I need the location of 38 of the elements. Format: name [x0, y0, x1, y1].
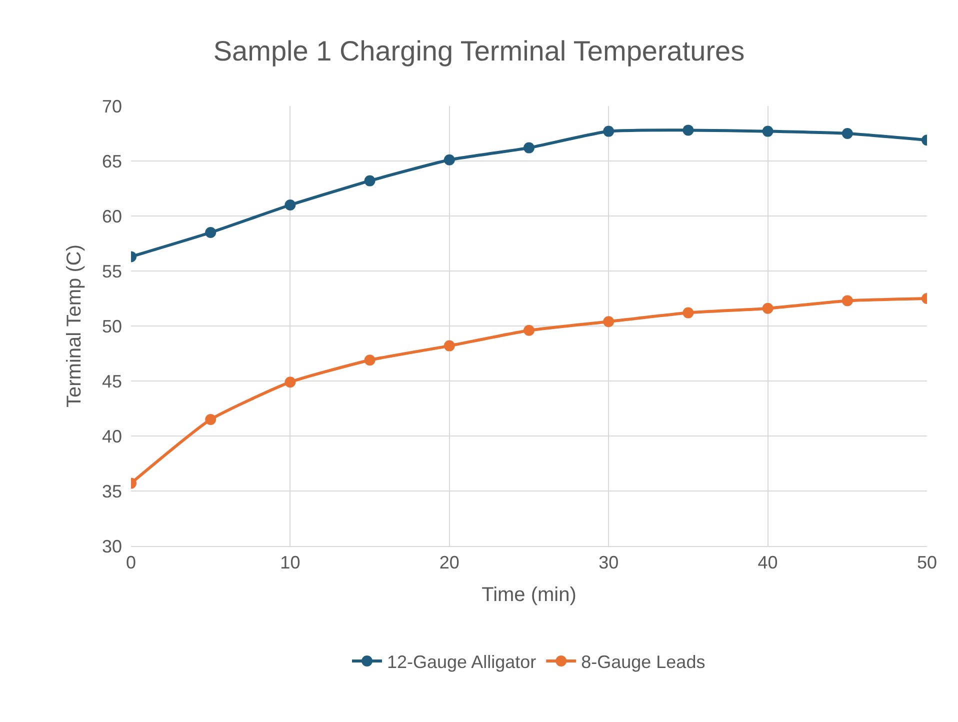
y-tick-label: 35 — [102, 481, 122, 502]
x-tick-label: 50 — [916, 552, 938, 573]
point — [762, 302, 774, 314]
legend-label: 12-Gauge Alligator — [387, 652, 536, 672]
point — [364, 354, 376, 366]
x-tick-label: 30 — [598, 552, 619, 573]
y-tick-label: 45 — [102, 371, 122, 392]
point — [364, 175, 376, 186]
x-axis-title: Time (min) — [482, 584, 576, 606]
y-tick-label: 55 — [102, 261, 122, 282]
chart-title: Sample 1 Charging Terminal Temperatures — [213, 35, 745, 66]
x-tick-label: 40 — [758, 552, 778, 573]
point — [842, 128, 853, 139]
y-tick-label: 40 — [102, 426, 122, 446]
point — [524, 142, 534, 154]
point — [205, 414, 216, 425]
point — [444, 340, 455, 352]
x-tick-label: 0 — [126, 552, 136, 573]
y-tick-label: 60 — [102, 206, 122, 226]
x-tick-label: 10 — [280, 552, 300, 573]
y-axis-title: Terminal Temp (C) — [63, 244, 86, 408]
y-tick-label: 70 — [102, 96, 122, 116]
x-tick-label: 20 — [439, 552, 460, 573]
point — [603, 316, 614, 328]
point — [284, 376, 296, 388]
point — [444, 154, 455, 166]
y-tick-label: 30 — [102, 536, 122, 556]
legend-label: 8-Gauge Leads — [581, 652, 706, 672]
point — [682, 307, 694, 318]
y-tick-label: 50 — [102, 316, 122, 336]
point — [524, 324, 534, 336]
point — [762, 126, 774, 137]
point — [842, 295, 853, 306]
point — [603, 126, 614, 137]
y-tick-label: 65 — [102, 151, 122, 172]
point — [205, 227, 216, 238]
point — [682, 124, 694, 136]
point — [284, 200, 296, 210]
